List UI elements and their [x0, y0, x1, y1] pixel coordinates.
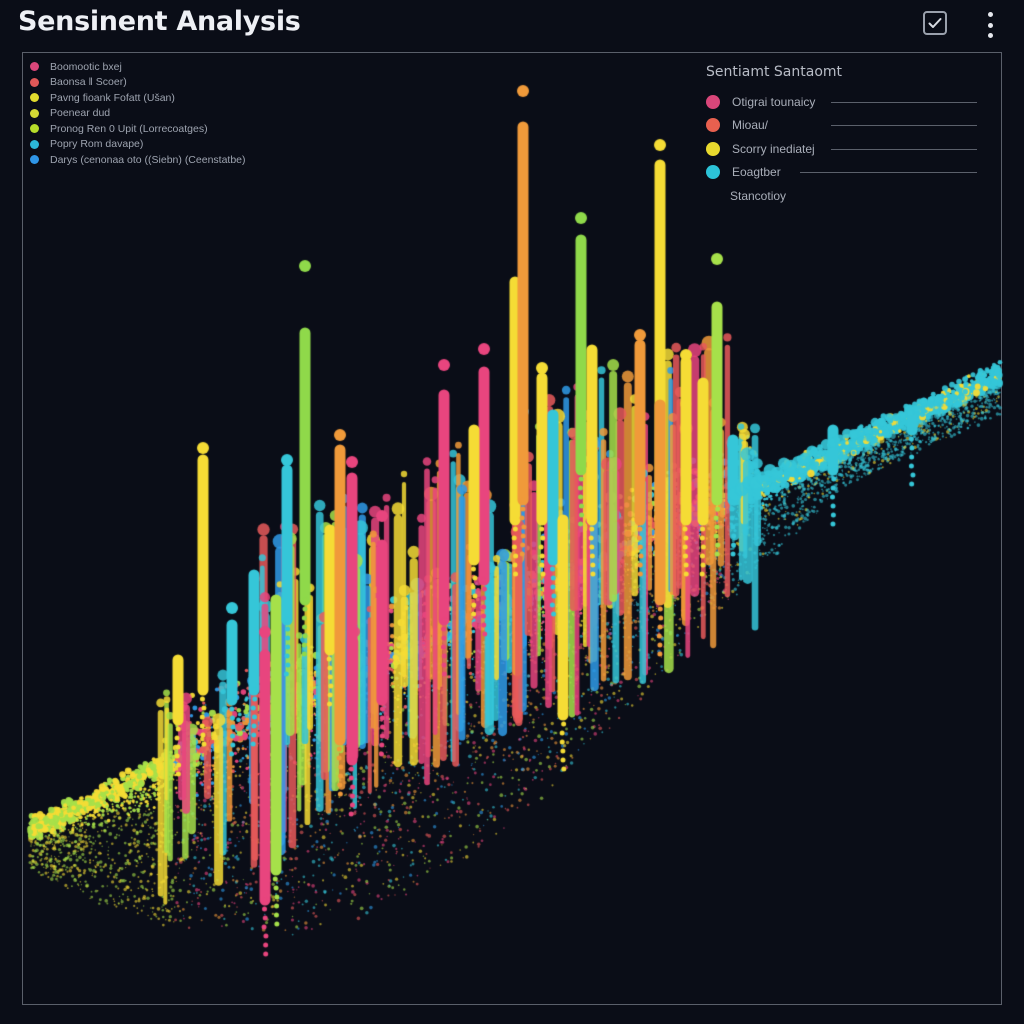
legend-dot-icon — [30, 124, 39, 134]
legend-item[interactable]: Popry Rom davape) — [30, 137, 246, 153]
legend-dot-icon — [30, 77, 39, 87]
legend-line — [800, 172, 977, 174]
legend-dot-icon — [706, 141, 720, 156]
legend-dot-icon — [30, 139, 39, 149]
legend-item-label: Eoagtber — [732, 165, 781, 180]
legend-item-label: Stancotioy — [730, 188, 787, 203]
legend-item[interactable]: Poenear dud — [30, 106, 246, 122]
legend-dot-icon — [30, 108, 39, 118]
legend-right-item[interactable]: Scorry inediatej — [706, 137, 981, 161]
legend-dot-icon — [706, 118, 720, 133]
legend-dot-icon — [30, 93, 39, 103]
legend-right-item[interactable]: Stancotioy — [706, 184, 981, 208]
legend-line — [831, 148, 977, 150]
legend-item-label: Boomootic bxej — [50, 60, 122, 73]
legend-item-label: Scorry inediatej — [732, 141, 815, 156]
legend-item-label: Pavng fioank Fofatt (Ušan) — [50, 91, 175, 104]
legend-right-item[interactable]: Eoagtber — [706, 161, 981, 185]
legend-dot-icon — [706, 165, 720, 180]
legend-item[interactable]: Baonsa ‖ Scoer) — [30, 75, 246, 91]
legend-item-label: Popry Rom davape) — [50, 138, 144, 151]
legend-dot-icon — [706, 94, 720, 109]
legend-item[interactable]: Darys (cenonaa oto ((Siebn) (Ceenstatbe) — [30, 152, 246, 168]
legend-dot-icon — [30, 62, 39, 72]
legend-item[interactable]: Pavng fioank Fofatt (Ušan) — [30, 90, 246, 106]
legend-right-item[interactable]: Otigrai tounaicy — [706, 90, 981, 114]
legend-item-label: Baonsa ‖ Scoer) — [50, 76, 127, 89]
legend-line — [831, 125, 977, 127]
legend-item[interactable]: Pronog Ren 0 Upit (Lorrecoatges) — [30, 121, 246, 137]
legend-right-item[interactable]: Mioau/ — [706, 114, 981, 138]
legend-line — [831, 101, 977, 103]
legend-item-label: Darys (cenonaa oto ((Siebn) (Ceenstatbe) — [50, 153, 246, 166]
legend-item-label: Mioau/ — [732, 118, 769, 133]
legend-item[interactable]: Boomootic bxej — [30, 59, 246, 75]
legend-item-label: Pronog Ren 0 Upit (Lorrecoatges) — [50, 122, 208, 135]
legend-right: Sentiamt Santaomt Otigrai tounaicy Mioau/… — [706, 64, 981, 208]
legend-left: Boomootic bxej Baonsa ‖ Scoer) Pavng fioan… — [30, 59, 246, 168]
legend-right-title: Sentiamt Santaomt — [706, 64, 843, 80]
legend-item-label: Otigrai tounaicy — [732, 94, 816, 109]
legend-item-label: Poenear dud — [50, 107, 111, 120]
legend-dot-icon — [30, 155, 39, 165]
